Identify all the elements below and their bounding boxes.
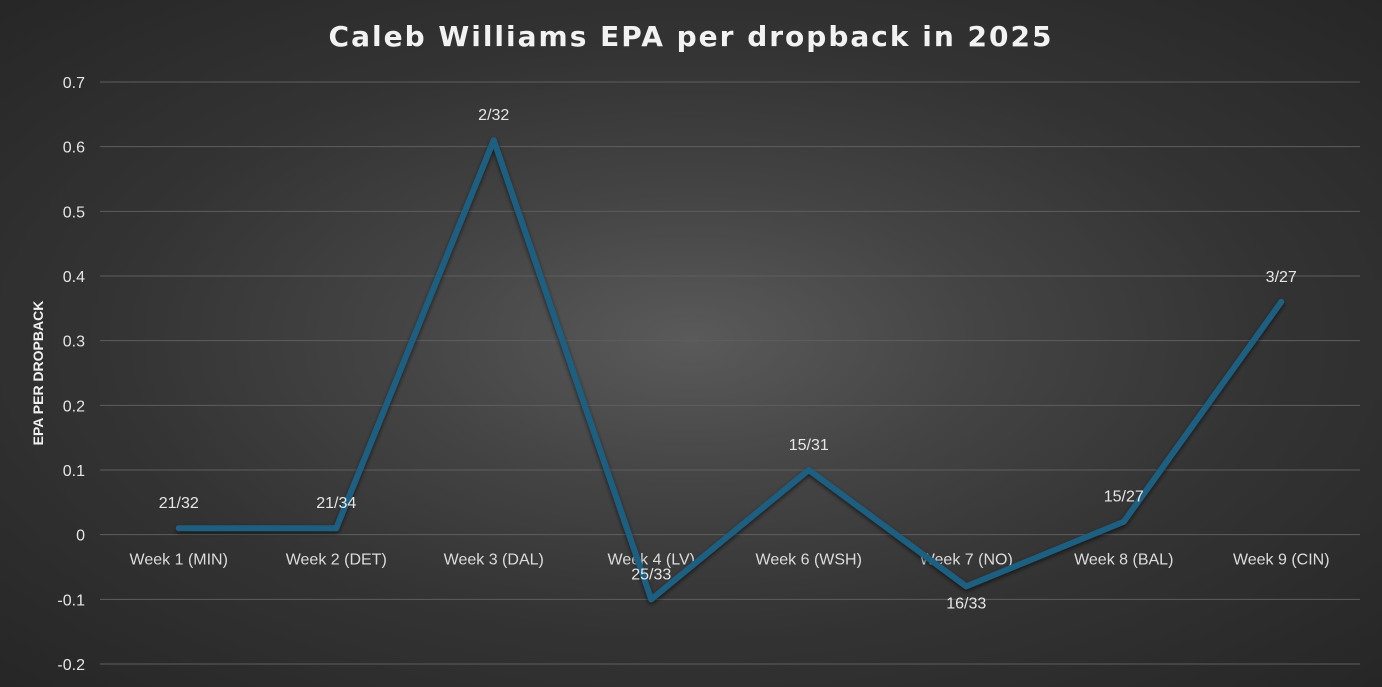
y-tick-label: 0.1 (63, 463, 85, 480)
y-tick-label: 0.3 (63, 334, 85, 351)
y-tick-label: 0.6 (63, 140, 85, 157)
data-label: 2/32 (478, 107, 509, 124)
y-tick-label: 0.4 (63, 269, 85, 286)
y-tick-label: 0 (76, 528, 85, 545)
data-label: 25/33 (631, 566, 671, 583)
x-tick-label: Week 6 (WSH) (756, 552, 862, 569)
data-point (963, 583, 970, 590)
x-tick-label: Week 3 (DAL) (444, 552, 544, 569)
data-label: 3/27 (1266, 269, 1297, 286)
y-tick-label: -0.2 (57, 657, 85, 674)
x-axis-ticks: Week 1 (MIN) Week 2 (DET) Week 3 (DAL) Week… (130, 552, 1330, 569)
y-tick-label: -0.1 (57, 592, 85, 609)
data-label: 21/34 (316, 495, 356, 512)
data-label: 21/32 (159, 495, 199, 512)
data-label: 16/33 (946, 595, 986, 612)
x-tick-label: Week 7 (NO) (920, 552, 1013, 569)
y-axis-ticks: 0.7 0.6 0.5 0.4 0.3 0.2 0.1 0 -0.1 -0.2 (57, 75, 85, 674)
x-tick-label: Week 9 (CIN) (1233, 552, 1330, 569)
y-axis-label: EPA PER DROPBACK (30, 301, 46, 446)
chart-title: Caleb Williams EPA per dropback in 2025 (329, 20, 1054, 53)
gridlines (100, 81, 1360, 665)
x-tick-label: Week 8 (BAL) (1074, 552, 1173, 569)
data-labels: 21/32 21/34 2/32 25/33 15/31 16/33 15/27 3/27 (159, 107, 1297, 612)
data-point (175, 525, 182, 532)
series-line (175, 137, 1285, 603)
data-point (333, 525, 340, 532)
data-label: 15/31 (789, 437, 829, 454)
y-tick-label: 0.7 (63, 75, 85, 92)
data-point (1278, 298, 1285, 305)
data-point (648, 596, 655, 603)
y-tick-label: 0.5 (63, 204, 85, 221)
data-point (1120, 518, 1127, 525)
data-label: 15/27 (1104, 489, 1144, 506)
y-tick-label: 0.2 (63, 398, 85, 415)
x-tick-label: Week 4 (LV) (608, 552, 695, 569)
x-tick-label: Week 1 (MIN) (130, 552, 228, 569)
data-point (805, 467, 812, 473)
x-tick-label: Week 2 (DET) (286, 552, 387, 569)
data-point (490, 137, 497, 144)
series-group (175, 137, 1285, 603)
